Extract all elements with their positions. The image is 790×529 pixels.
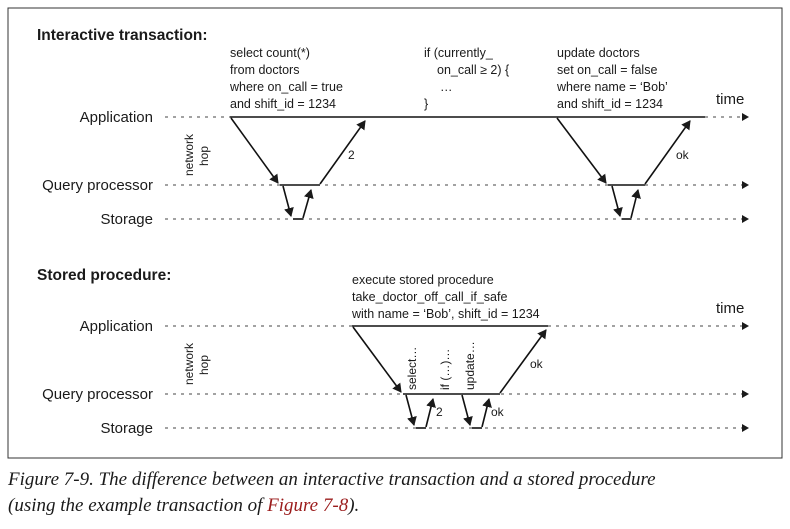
caption-line-2: (using the example transaction of Figure… bbox=[8, 495, 359, 516]
stored-step-select: select… bbox=[405, 347, 419, 390]
svg-text:and shift_id = 1234: and shift_id = 1234 bbox=[557, 97, 663, 111]
caption-line-2-post: ). bbox=[347, 495, 359, 516]
interactive-ok: ok bbox=[676, 148, 690, 162]
stored-call-text: execute stored procedure take_doctor_off… bbox=[351, 273, 540, 321]
svg-text:network: network bbox=[182, 342, 196, 385]
interactive-roundtrip-select bbox=[230, 117, 366, 220]
interactive-timelines bbox=[165, 113, 749, 223]
stored-timelines bbox=[165, 322, 749, 432]
svg-text:hop: hop bbox=[197, 146, 211, 166]
interactive-network-hop: network hop bbox=[182, 133, 211, 176]
stored-step-if: if (…)… bbox=[438, 349, 452, 390]
stored-ok-outer: ok bbox=[530, 357, 544, 371]
stored-step-update: update… bbox=[463, 341, 477, 390]
stored-row-application: Application bbox=[80, 318, 153, 335]
interactive-title: Interactive transaction: bbox=[37, 27, 208, 44]
svg-text:if (currently_: if (currently_ bbox=[424, 46, 494, 60]
stored-ok-inner: ok bbox=[491, 405, 505, 419]
svg-text:}: } bbox=[424, 97, 428, 111]
interactive-roundtrip-update bbox=[556, 117, 691, 220]
interactive-check-condition: if (currently_ on_call ≥ 2) { … } bbox=[424, 46, 509, 111]
svg-text:from doctors: from doctors bbox=[230, 63, 299, 77]
interactive-result-2: 2 bbox=[348, 148, 355, 162]
stored-roundtrip bbox=[352, 326, 547, 429]
svg-text:select…: select… bbox=[405, 347, 419, 390]
svg-text:where on_call = true: where on_call = true bbox=[229, 80, 343, 94]
svg-text:network: network bbox=[182, 133, 196, 176]
svg-text:select count(*): select count(*) bbox=[230, 46, 310, 60]
stored-title: Stored procedure: bbox=[37, 267, 171, 284]
caption-figure-link[interactable]: Figure 7-8 bbox=[266, 495, 349, 516]
interactive-row-storage: Storage bbox=[100, 211, 153, 228]
diagram-border bbox=[7, 7, 783, 459]
interactive-query-update: update doctors set on_call = false where… bbox=[556, 46, 668, 111]
svg-text:update…: update… bbox=[463, 341, 477, 390]
interactive-row-application: Application bbox=[80, 109, 153, 126]
stored-network-hop: network hop bbox=[182, 342, 211, 385]
stored-row-query-processor: Query processor bbox=[42, 386, 153, 403]
svg-text:execute stored procedure: execute stored procedure bbox=[352, 273, 494, 287]
interactive-time-label: time bbox=[716, 91, 744, 108]
svg-text:update doctors: update doctors bbox=[557, 46, 640, 60]
svg-text:and shift_id = 1234: and shift_id = 1234 bbox=[230, 97, 336, 111]
svg-text:take_doctor_off_call_if_safe: take_doctor_off_call_if_safe bbox=[352, 290, 507, 304]
stored-result-2: 2 bbox=[436, 405, 443, 419]
svg-text:hop: hop bbox=[197, 355, 211, 375]
stored-row-storage: Storage bbox=[100, 420, 153, 437]
caption-line-2-pre: (using the example transaction of bbox=[8, 495, 267, 516]
svg-text:…: … bbox=[440, 80, 453, 94]
svg-text:on_call ≥ 2) {: on_call ≥ 2) { bbox=[437, 63, 509, 77]
interactive-row-query-processor: Query processor bbox=[42, 177, 153, 194]
svg-text:where name = ‘Bob’: where name = ‘Bob’ bbox=[556, 80, 668, 94]
stored-time-label: time bbox=[716, 300, 744, 317]
caption-line-1: Figure 7-9. The difference between an in… bbox=[7, 469, 656, 490]
interactive-query-select: select count(*) from doctors where on_ca… bbox=[229, 46, 343, 111]
svg-text:with name = ‘Bob’, shift_id =: with name = ‘Bob’, shift_id = 1234 bbox=[351, 307, 540, 321]
svg-text:set on_call = false: set on_call = false bbox=[557, 63, 657, 77]
svg-text:if (…)…: if (…)… bbox=[438, 349, 452, 390]
